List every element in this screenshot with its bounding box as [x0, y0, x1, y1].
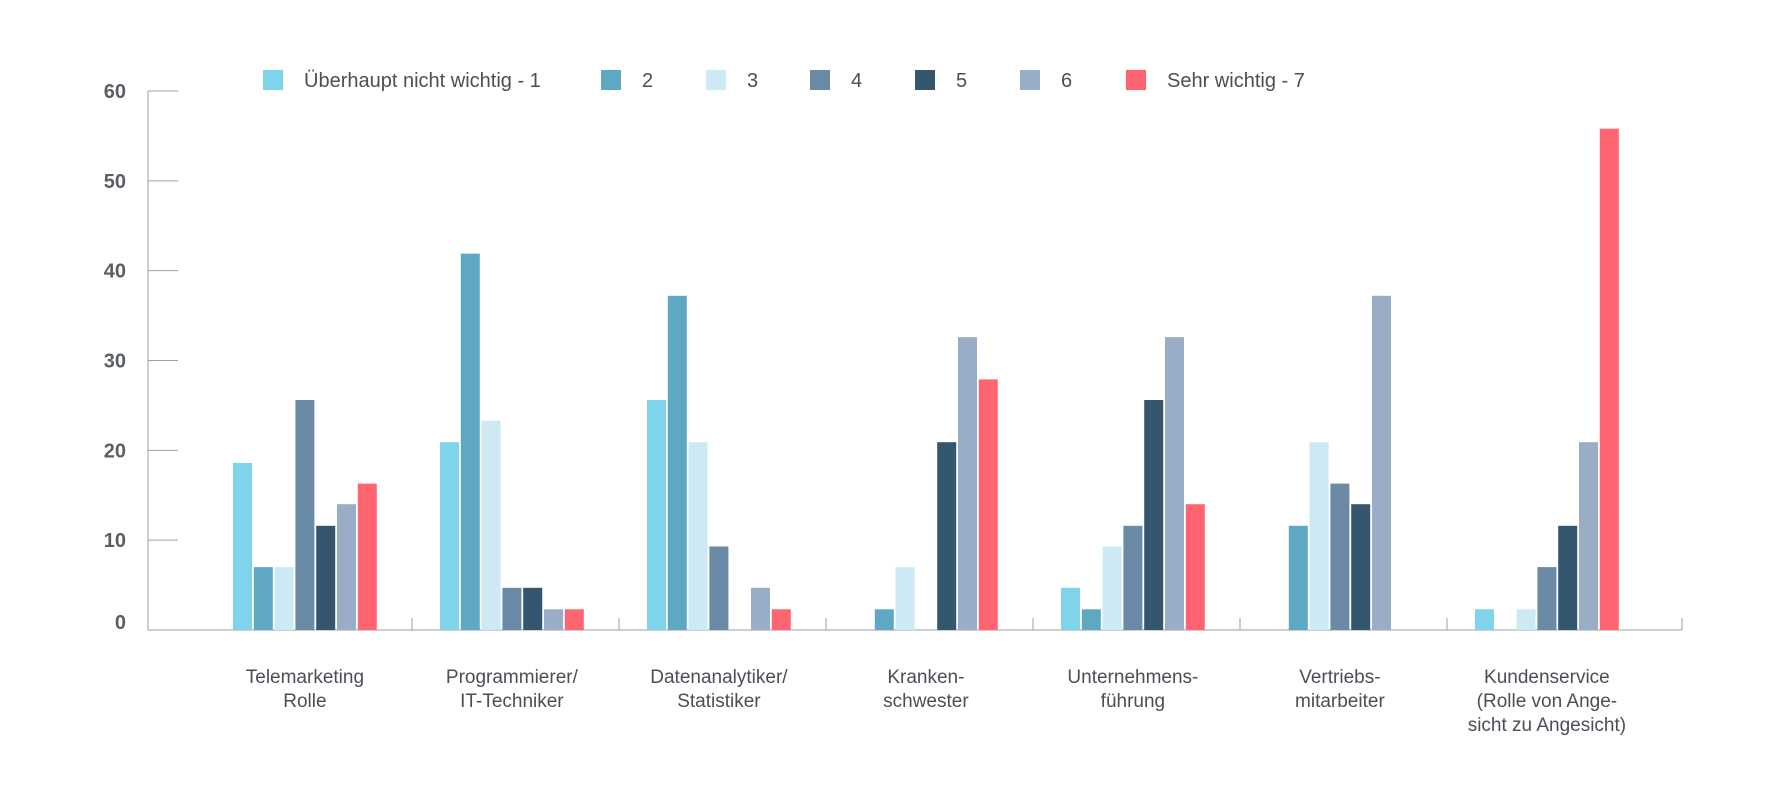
- x-category-label-line: schwester: [883, 691, 969, 712]
- x-category-label-line: Unternehmens-: [1067, 667, 1198, 688]
- bar-series-4-cat-1: [295, 400, 315, 630]
- x-category-label: Kundenservice (Rolle von Ange-sicht zu An…: [1468, 667, 1626, 736]
- legend-swatch-6: [1020, 70, 1040, 90]
- bar-series-2-cat-2: [460, 253, 480, 630]
- bar-series-5-cat-1: [316, 525, 336, 630]
- bar-series-7-cat-5: [1185, 504, 1205, 630]
- bar-series-2-cat-1: [253, 567, 273, 630]
- legend-label-3: 3: [747, 70, 758, 92]
- bar-series-7-cat-7: [1599, 128, 1619, 630]
- x-category-label-line: Kundenservice: [1484, 667, 1610, 688]
- y-tick-label: 40: [104, 261, 126, 283]
- bar-series-6-cat-3: [751, 587, 770, 630]
- bar-series-3-cat-4: [895, 567, 915, 630]
- legend-label-6: 6: [1061, 70, 1072, 92]
- bar-series-1-cat-1: [233, 462, 252, 630]
- bar-series-5-cat-5: [1144, 400, 1164, 630]
- bar-series-4-cat-6: [1330, 483, 1350, 630]
- legend-label-1: Überhaupt nicht wichtig - 1: [304, 70, 541, 92]
- x-category-label-line: Kranken-: [887, 667, 964, 688]
- bar-series-1-cat-3: [647, 400, 666, 630]
- bar-series-5-cat-7: [1558, 525, 1578, 630]
- bars: [233, 128, 1619, 630]
- x-category-label-line: sicht zu Angesicht): [1468, 715, 1626, 736]
- x-category-label: Kranken-schwester: [883, 667, 969, 712]
- bar-series-2-cat-4: [874, 609, 894, 630]
- bar-series-6-cat-5: [1165, 337, 1184, 630]
- bar-series-6-cat-2: [544, 609, 563, 630]
- x-category-label-line: führung: [1101, 691, 1165, 712]
- legend-swatch-1: [263, 70, 283, 90]
- bar-series-3-cat-7: [1516, 609, 1536, 630]
- legend-swatch-5: [915, 70, 935, 90]
- bar-series-5-cat-6: [1351, 504, 1371, 630]
- bar-series-3-cat-5: [1102, 546, 1122, 630]
- legend-swatch-4: [810, 70, 830, 90]
- bar-series-2-cat-5: [1081, 609, 1101, 630]
- bar-series-2-cat-6: [1288, 525, 1308, 630]
- bar-series-7-cat-2: [564, 609, 584, 630]
- bar-series-3-cat-2: [481, 420, 501, 630]
- bar-series-6-cat-6: [1372, 295, 1391, 630]
- bar-series-4-cat-2: [502, 587, 522, 630]
- legend-label-5: 5: [956, 70, 967, 92]
- y-tick-label: 30: [104, 351, 126, 373]
- bar-series-6-cat-4: [958, 337, 977, 630]
- legend-label-7: Sehr wichtig - 7: [1167, 70, 1305, 92]
- legend-label-2: 2: [642, 70, 653, 92]
- bar-series-3-cat-3: [688, 442, 708, 630]
- x-category-label-line: Telemarketing: [246, 667, 364, 688]
- x-category-label: Datenanalytiker/Statistiker: [650, 667, 788, 712]
- legend-swatch-7: [1126, 70, 1146, 90]
- y-tick-label: 60: [104, 81, 126, 103]
- legend-swatch-2: [601, 70, 621, 90]
- legend-label-4: 4: [851, 70, 862, 92]
- x-category-label: Telemarketing Rolle: [246, 667, 364, 712]
- x-category-label-line: Statistiker: [677, 691, 761, 712]
- x-category-label: Vertriebs-mitarbeiter: [1295, 667, 1385, 712]
- bar-series-3-cat-6: [1309, 442, 1329, 630]
- bar-series-1-cat-5: [1061, 587, 1080, 630]
- y-tick-label: 0: [115, 612, 126, 634]
- x-category-label: Programmierer/IT-Techniker: [446, 667, 579, 712]
- bar-series-7-cat-4: [978, 379, 998, 630]
- y-tick-label: 20: [104, 440, 126, 462]
- legend: Überhaupt nicht wichtig - 1 2 3 4 5 6 Sehr wic…: [263, 70, 1305, 92]
- bar-series-6-cat-7: [1579, 442, 1598, 630]
- bar-series-4-cat-5: [1123, 525, 1143, 630]
- bar-series-5-cat-2: [523, 587, 543, 630]
- x-category-label-line: Datenanalytiker/: [650, 667, 788, 688]
- bar-series-5-cat-4: [937, 442, 957, 630]
- legend-swatch-3: [706, 70, 726, 90]
- x-category-label-line: (Rolle von Ange-: [1477, 691, 1617, 712]
- category-labels: Telemarketing Rolle Programmierer/IT-Techn…: [246, 667, 1626, 736]
- y-tick-label: 50: [104, 171, 126, 193]
- bar-series-4-cat-7: [1537, 567, 1557, 630]
- bar-series-4-cat-3: [709, 546, 729, 630]
- x-category-label-line: mitarbeiter: [1295, 691, 1385, 712]
- x-category-label-line: Programmierer/: [446, 667, 579, 688]
- bar-series-7-cat-3: [771, 609, 791, 630]
- bar-series-6-cat-1: [337, 504, 356, 630]
- bar-series-2-cat-3: [667, 295, 687, 630]
- x-category-label-line: Rolle: [283, 691, 326, 712]
- x-category-label-line: Vertriebs-: [1299, 667, 1380, 688]
- bar-series-1-cat-2: [440, 442, 459, 630]
- bar-series-1-cat-7: [1475, 609, 1494, 630]
- x-category-label-line: IT-Techniker: [460, 691, 564, 712]
- y-tick-label: 10: [104, 530, 126, 552]
- y-axis: 0 10 20 30 40 50 60: [104, 81, 178, 634]
- x-axis: [148, 618, 1683, 631]
- bar-series-7-cat-1: [357, 483, 377, 630]
- x-category-label: Unternehmens-führung: [1067, 667, 1198, 712]
- bar-series-3-cat-1: [274, 567, 294, 630]
